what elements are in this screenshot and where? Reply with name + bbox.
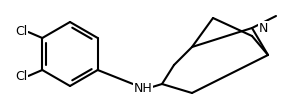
Text: NH: NH [134,82,152,94]
Text: Cl: Cl [15,25,27,37]
Text: N: N [259,22,268,34]
Text: Cl: Cl [15,71,27,83]
